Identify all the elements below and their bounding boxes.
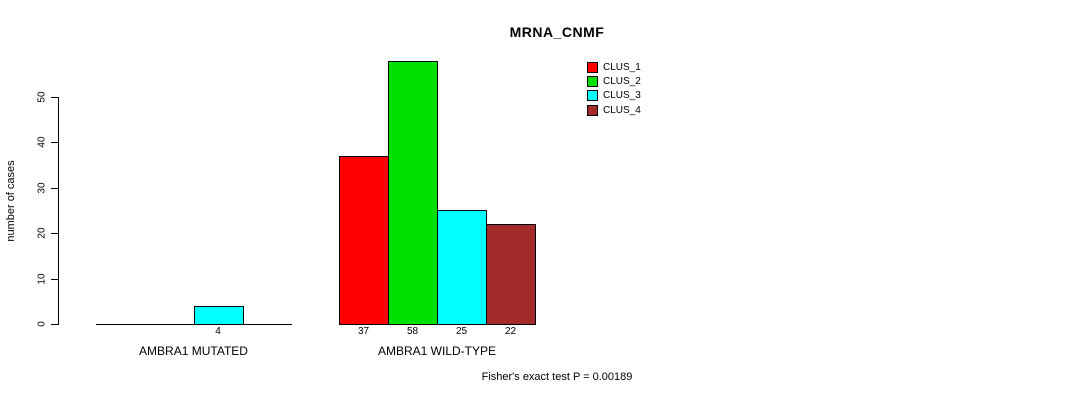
y-axis-line bbox=[58, 97, 59, 325]
bar-clus_3 bbox=[437, 210, 487, 325]
bar-value-label: 37 bbox=[357, 326, 370, 337]
y-axis-tick bbox=[51, 142, 58, 143]
bar-clus_3 bbox=[193, 306, 244, 325]
y-axis-tick-label: 20 bbox=[36, 227, 48, 239]
annotation-text: Fisher's exact test P = 0.00189 bbox=[481, 371, 633, 383]
legend-label: CLUS_1 bbox=[603, 61, 641, 73]
legend-item-clus_1: CLUS_1 bbox=[587, 60, 641, 74]
bar-value-label: 4 bbox=[215, 326, 221, 337]
legend-swatch bbox=[587, 61, 598, 73]
y-axis-tick-label: 0 bbox=[36, 321, 48, 327]
y-axis-tick bbox=[51, 97, 58, 98]
bar-value-label: 58 bbox=[406, 326, 419, 337]
bar-clus_2 bbox=[388, 61, 438, 325]
y-axis-title-text: number of cases bbox=[5, 160, 17, 242]
bar-clus_4 bbox=[486, 224, 536, 325]
legend-item-clus_4: CLUS_4 bbox=[587, 103, 641, 117]
legend-label: CLUS_2 bbox=[603, 75, 641, 87]
legend: CLUS_1 CLUS_2 CLUS_3 CLUS_4 bbox=[587, 60, 641, 118]
chart-title: MRNA_CNMF bbox=[509, 24, 605, 40]
legend-item-clus_2: CLUS_2 bbox=[587, 74, 641, 88]
legend-label: CLUS_4 bbox=[603, 104, 641, 116]
bar-value-label: 22 bbox=[504, 326, 517, 337]
y-axis-tick-label: 50 bbox=[36, 91, 48, 103]
legend-item-clus_3: CLUS_3 bbox=[587, 89, 641, 103]
legend-label: CLUS_3 bbox=[603, 90, 641, 102]
legend-swatch bbox=[587, 104, 598, 116]
group-label: AMBRA1 MUTATED bbox=[139, 344, 248, 358]
y-axis-tick-label: 40 bbox=[36, 136, 48, 148]
legend-swatch bbox=[587, 75, 598, 87]
y-axis-tick bbox=[51, 233, 58, 234]
group-label: AMBRA1 WILD-TYPE bbox=[377, 344, 497, 358]
y-axis-tick-label: 10 bbox=[36, 273, 48, 285]
legend-swatch bbox=[587, 90, 598, 102]
bar-clus_1 bbox=[339, 156, 389, 325]
bar-value-label: 25 bbox=[455, 326, 468, 337]
y-axis-tick bbox=[51, 279, 58, 280]
y-axis-tick bbox=[51, 188, 58, 189]
y-axis-tick bbox=[51, 324, 58, 325]
y-axis-tick-label: 30 bbox=[36, 182, 48, 194]
